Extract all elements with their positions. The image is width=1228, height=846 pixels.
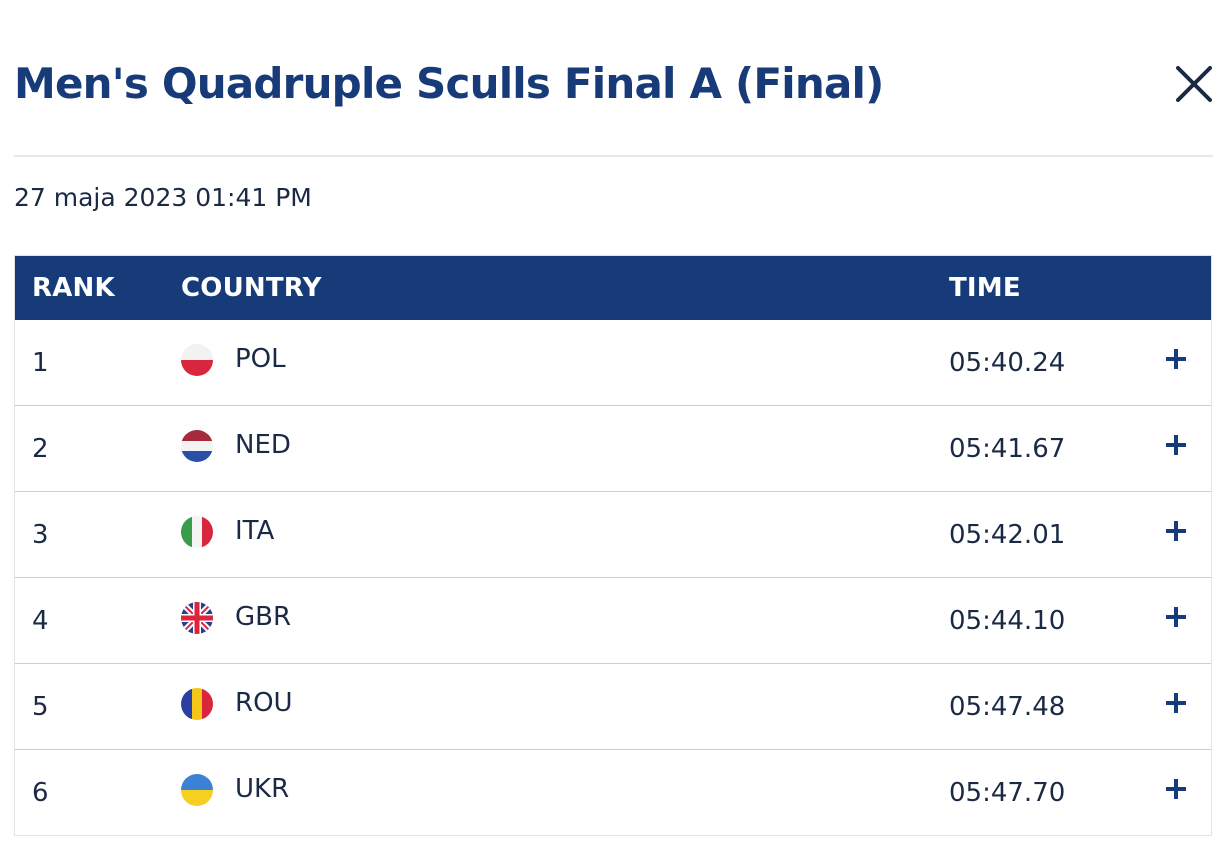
rank-cell: 3 (32, 520, 49, 550)
table-row[interactable]: 3 ITA 05:42.01 (15, 491, 1211, 577)
time-cell: 05:41.67 (949, 434, 1066, 464)
rank-cell: 2 (32, 434, 49, 464)
time-cell: 05:42.01 (949, 520, 1066, 550)
plus-icon (1166, 521, 1186, 541)
ukraine-flag-icon (181, 774, 213, 806)
plus-icon (1166, 779, 1186, 799)
country-code: ROU (235, 688, 293, 718)
column-header-time: TIME (949, 273, 1021, 303)
header-divider (14, 155, 1213, 157)
plus-icon (1166, 435, 1186, 455)
rank-cell: 6 (32, 778, 49, 808)
page-title: Men's Quadruple Sculls Final A (Final) (14, 59, 884, 108)
expand-row-button[interactable] (1163, 432, 1189, 458)
romania-flag-icon (181, 688, 213, 720)
table-body: 1 POL 05:40.24 2 (15, 320, 1211, 835)
column-header-rank: RANK (32, 273, 115, 303)
expand-row-button[interactable] (1163, 690, 1189, 716)
rank-cell: 5 (32, 692, 49, 722)
expand-row-button[interactable] (1163, 604, 1189, 630)
event-datetime: 27 maja 2023 01:41 PM (14, 183, 312, 212)
expand-row-button[interactable] (1163, 518, 1189, 544)
plus-icon (1166, 693, 1186, 713)
close-button[interactable] (1172, 62, 1216, 106)
poland-flag-icon (181, 344, 213, 376)
close-icon (1176, 66, 1212, 102)
rank-cell: 4 (32, 606, 49, 636)
table-row[interactable]: 2 NED 05:41.67 (15, 405, 1211, 491)
table-row[interactable]: 6 UKR 05:47.70 (15, 749, 1211, 835)
italy-flag-icon (181, 516, 213, 548)
plus-icon (1166, 607, 1186, 627)
results-table: RANK COUNTRY TIME 1 POL 05:40.24 (14, 255, 1212, 836)
time-cell: 05:47.48 (949, 692, 1066, 722)
time-cell: 05:40.24 (949, 348, 1066, 378)
great-britain-flag-icon (181, 602, 213, 634)
expand-row-button[interactable] (1163, 776, 1189, 802)
country-code: ITA (235, 516, 275, 546)
country-code: UKR (235, 774, 290, 804)
netherlands-flag-icon (181, 430, 213, 462)
country-code: GBR (235, 602, 292, 632)
plus-icon (1166, 349, 1186, 369)
rank-cell: 1 (32, 348, 49, 378)
table-row[interactable]: 4 GBR 05:44.10 (15, 577, 1211, 663)
time-cell: 05:47.70 (949, 778, 1066, 808)
country-code: POL (235, 344, 286, 374)
table-header: RANK COUNTRY TIME (15, 256, 1211, 320)
expand-row-button[interactable] (1163, 346, 1189, 372)
table-row[interactable]: 5 ROU 05:47.48 (15, 663, 1211, 749)
country-code: NED (235, 430, 291, 460)
column-header-country: COUNTRY (181, 273, 322, 303)
time-cell: 05:44.10 (949, 606, 1066, 636)
table-row[interactable]: 1 POL 05:40.24 (15, 320, 1211, 405)
